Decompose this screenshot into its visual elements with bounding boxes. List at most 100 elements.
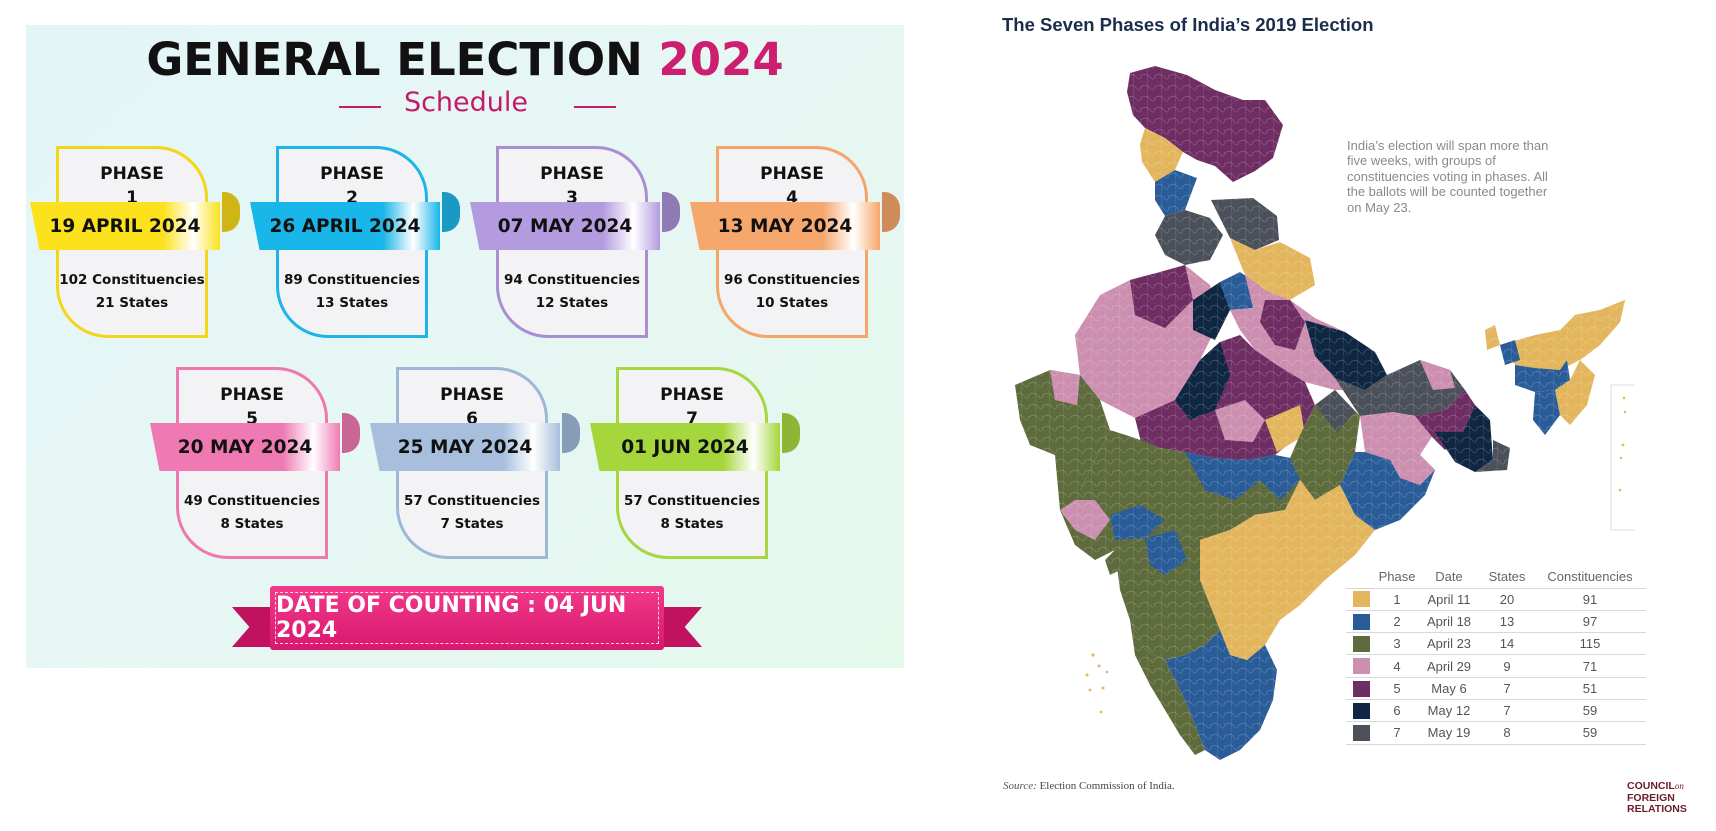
legend-swatch-cell	[1346, 654, 1376, 678]
phase-date-ribbon: 19 APRIL 2024	[30, 202, 220, 250]
cfr-logo: COUNCILon FOREIGN RELATIONS	[1627, 780, 1687, 816]
phase-date-ribbon: 25 MAY 2024	[370, 423, 560, 471]
counting-date-banner: DATE OF COUNTING : 04 JUN 2024	[270, 586, 664, 650]
phase-label: PHASE 7	[619, 383, 765, 431]
map-note: India’s election will span more than fiv…	[1347, 138, 1549, 215]
phase-states: 13 States	[315, 295, 389, 311]
legend-swatch	[1352, 725, 1370, 742]
phase-label: PHASE 2	[279, 162, 425, 210]
phase-word: PHASE	[760, 164, 824, 184]
legend-swatch	[1352, 613, 1370, 630]
legend-states: 20	[1480, 587, 1534, 611]
election-schedule-infographic: GENERAL ELECTION 2024 Schedule PHASE 1 102…	[26, 25, 904, 668]
india-phase-map	[1015, 60, 1635, 760]
legend-row: 7 May 19 8 59	[1346, 721, 1646, 745]
source-label: Source:	[1003, 780, 1037, 792]
phase-date-ribbon: 01 JUN 2024	[590, 423, 780, 471]
andaman-islands	[1618, 396, 1627, 492]
phase-date-ribbon: 13 MAY 2024	[690, 202, 880, 250]
phase-label: PHASE 3	[499, 162, 645, 210]
phase-ribbon-curl	[782, 413, 800, 453]
legend-states: 7	[1480, 698, 1534, 722]
map-title: The Seven Phases of India’s 2019 Electio…	[1002, 14, 1374, 35]
phase-ribbon-curl	[222, 192, 240, 232]
phase-constituencies: 89 Constituencies	[283, 272, 421, 288]
phase-word: PHASE	[540, 164, 604, 184]
legend-date: April 29	[1418, 654, 1480, 678]
schedule-subtitle: Schedule	[403, 87, 529, 118]
phase-date-ribbon: 20 MAY 2024	[150, 423, 340, 471]
phase-word: PHASE	[660, 385, 724, 405]
phase-word: PHASE	[220, 385, 284, 405]
legend-swatch	[1352, 680, 1370, 697]
legend-constituencies: 59	[1534, 721, 1646, 745]
legend-row: 5 May 6 7 51	[1346, 676, 1646, 700]
phase-constituencies: 57 Constituencies	[623, 493, 761, 509]
infographic-title: GENERAL ELECTION 2024	[26, 33, 904, 86]
phase-ribbon-curl	[342, 413, 360, 453]
phase-constituencies: 49 Constituencies	[183, 493, 321, 509]
legend-swatch	[1352, 636, 1370, 653]
legend-phase: 3	[1376, 632, 1418, 655]
phase-number: 3	[566, 188, 578, 208]
phase-ribbon-curl	[662, 192, 680, 232]
legend-row: 2 April 18 13 97	[1346, 609, 1646, 633]
legend-states: 14	[1480, 632, 1534, 655]
legend-states: 9	[1480, 654, 1534, 678]
legend-constituencies: 71	[1534, 654, 1646, 678]
phase-ribbon-curl	[562, 413, 580, 453]
phase-constituencies: 57 Constituencies	[403, 493, 541, 509]
phase-states: 8 States	[660, 516, 724, 532]
legend-swatch-cell	[1346, 676, 1376, 700]
legend-date: May 19	[1418, 721, 1480, 745]
subtitle-dash-left	[339, 106, 381, 108]
legend-swatch-cell	[1346, 698, 1376, 722]
legend-row: 3 April 23 14 115	[1346, 632, 1646, 655]
phase-legend-table: Phase Date States Constituencies 1 April …	[1346, 566, 1646, 745]
legend-header-phase: Phase	[1378, 569, 1416, 585]
legend-phase: 4	[1376, 654, 1418, 678]
legend-constituencies: 115	[1534, 632, 1646, 655]
legend-date: May 12	[1418, 698, 1480, 722]
legend-swatch	[1352, 591, 1370, 608]
subtitle-dash-right	[574, 106, 616, 108]
phase-states: 10 States	[755, 295, 829, 311]
legend-swatch-cell	[1346, 609, 1376, 633]
legend-date: April 23	[1418, 632, 1480, 655]
logo-line-relations: RELATIONS	[1627, 803, 1687, 815]
legend-constituencies: 51	[1534, 676, 1646, 700]
phase-word: PHASE	[320, 164, 384, 184]
phase-constituencies: 94 Constituencies	[503, 272, 641, 288]
legend-row: 6 May 12 7 59	[1346, 698, 1646, 722]
phase-states: 8 States	[220, 516, 284, 532]
phase-label: PHASE 1	[59, 162, 205, 210]
legend-states: 7	[1480, 676, 1534, 700]
title-year: 2024	[658, 33, 784, 86]
logo-line-council: COUNCIL	[1627, 780, 1675, 792]
legend-phase: 6	[1376, 698, 1418, 722]
counting-date-text: DATE OF COUNTING : 04 JUN 2024	[275, 592, 659, 644]
phase-word: PHASE	[100, 164, 164, 184]
title-main: GENERAL ELECTION	[146, 33, 643, 86]
legend-header-date: Date	[1435, 569, 1463, 585]
legend-row: 1 April 11 20 91	[1346, 587, 1646, 611]
phase-label: PHASE 6	[399, 383, 545, 431]
phase-constituencies: 96 Constituencies	[723, 272, 861, 288]
phase-ribbon-curl	[882, 192, 900, 232]
legend-swatch	[1352, 702, 1370, 719]
legend-phase: 2	[1376, 609, 1418, 633]
legend-swatch	[1352, 658, 1370, 675]
legend-header-row: Phase Date States Constituencies	[1346, 566, 1646, 588]
legend-states: 13	[1480, 609, 1534, 633]
phase-states: 21 States	[95, 295, 169, 311]
legend-body: 1 April 11 20 91 2 April 18 13 97 3 April 23 14 115…	[1346, 587, 1646, 745]
legend-constituencies: 59	[1534, 698, 1646, 722]
andaman-inset-frame	[1610, 384, 1635, 531]
phase-number: 1	[126, 188, 138, 208]
legend-header-states: States	[1488, 569, 1526, 585]
logo-line-on: on	[1674, 781, 1684, 791]
phase-word: PHASE	[440, 385, 504, 405]
phase-number: 2	[346, 188, 358, 208]
legend-swatch-cell	[1346, 632, 1376, 655]
phase-date-ribbon: 26 APRIL 2024	[250, 202, 440, 250]
